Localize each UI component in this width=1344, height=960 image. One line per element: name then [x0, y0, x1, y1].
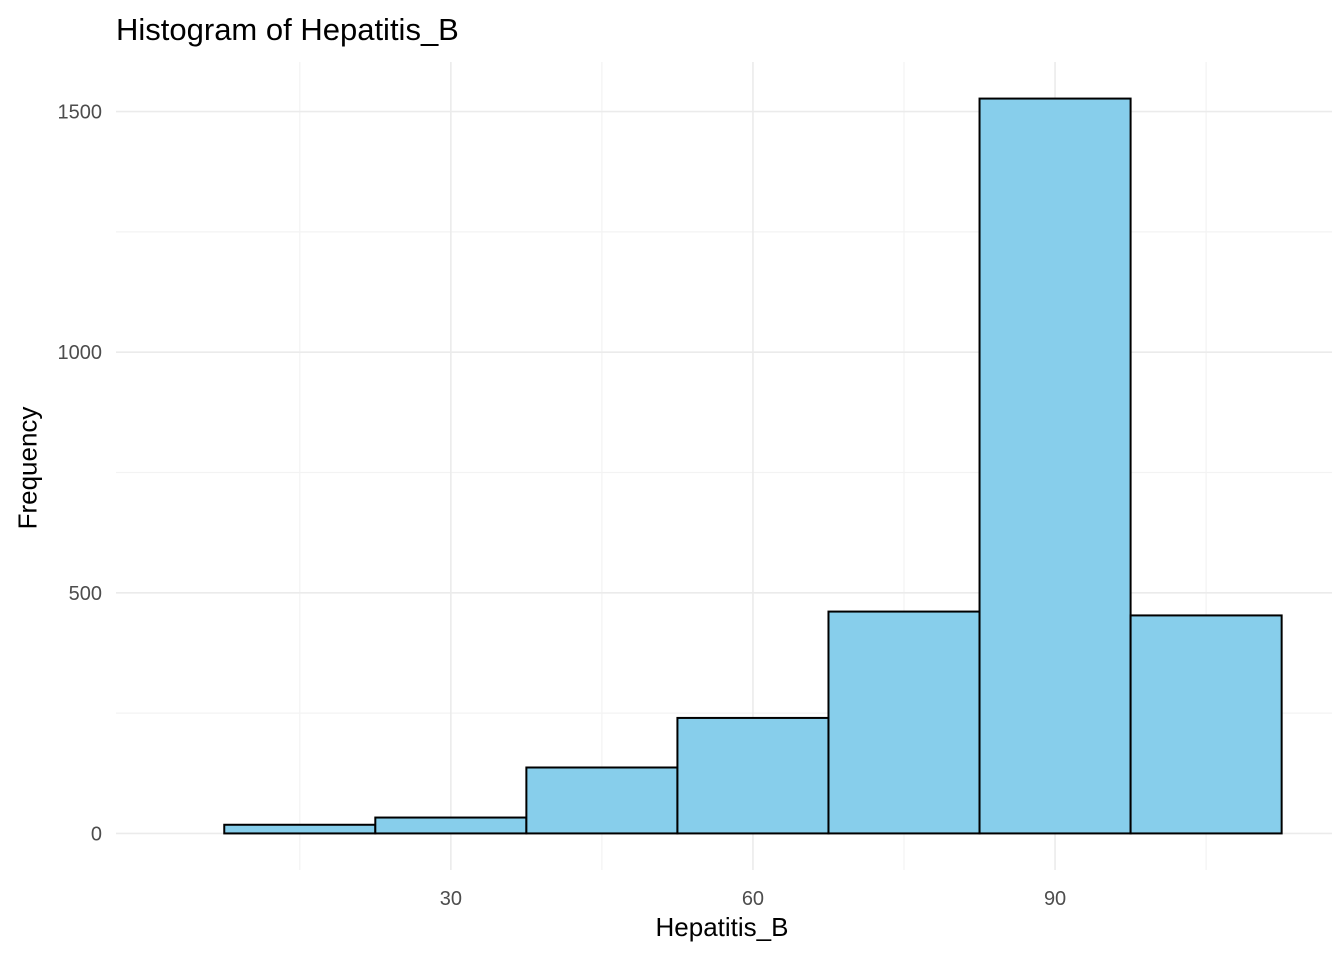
- x-axis-label: Hepatitis_B: [655, 912, 789, 942]
- histogram-bar: [374, 816, 528, 835]
- histogram-bar: [676, 716, 830, 835]
- x-tick-label: 90: [1044, 888, 1066, 910]
- y-tick-label: 1500: [58, 102, 103, 124]
- histogram-bar: [1129, 614, 1283, 835]
- x-tick-label: 30: [440, 888, 462, 910]
- histogram-bar: [978, 97, 1132, 835]
- histogram-bar: [525, 766, 679, 835]
- histogram-bar: [223, 823, 377, 835]
- histogram-bar: [827, 610, 981, 835]
- y-axis-label: Frequency: [12, 406, 43, 530]
- y-tick-label: 0: [91, 823, 102, 845]
- y-tick-label: 1000: [58, 342, 103, 364]
- chart-title: Histogram of Hepatitis_B: [116, 12, 459, 47]
- y-tick-label: 500: [69, 583, 102, 605]
- x-tick-label: 60: [742, 888, 764, 910]
